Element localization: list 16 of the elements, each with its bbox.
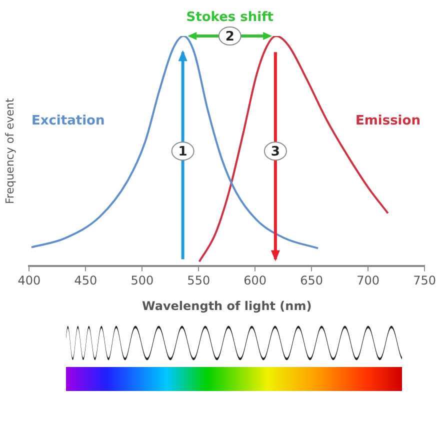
text: Stokes shift xyxy=(186,10,274,25)
x-tick-label: 600 xyxy=(244,274,267,288)
x-axis-title: Wavelength of light (nm) xyxy=(142,298,312,313)
x-tick-label: 650 xyxy=(300,274,324,288)
y-axis-title: Frequency of event xyxy=(3,98,16,204)
annotation: 3 xyxy=(270,144,280,160)
x-tick-label: 750 xyxy=(413,274,436,288)
x-tick-label: 550 xyxy=(187,274,210,288)
annotation: 1 xyxy=(178,144,188,160)
x-tick-label: 400 xyxy=(18,274,41,288)
text: Excitation xyxy=(31,114,105,129)
x-tick-label: 700 xyxy=(356,274,380,288)
x-tick-label: 500 xyxy=(130,274,154,288)
x-tick-label: 450 xyxy=(74,274,98,288)
annotation: 2 xyxy=(225,29,234,44)
series-label: Emission xyxy=(355,114,420,129)
